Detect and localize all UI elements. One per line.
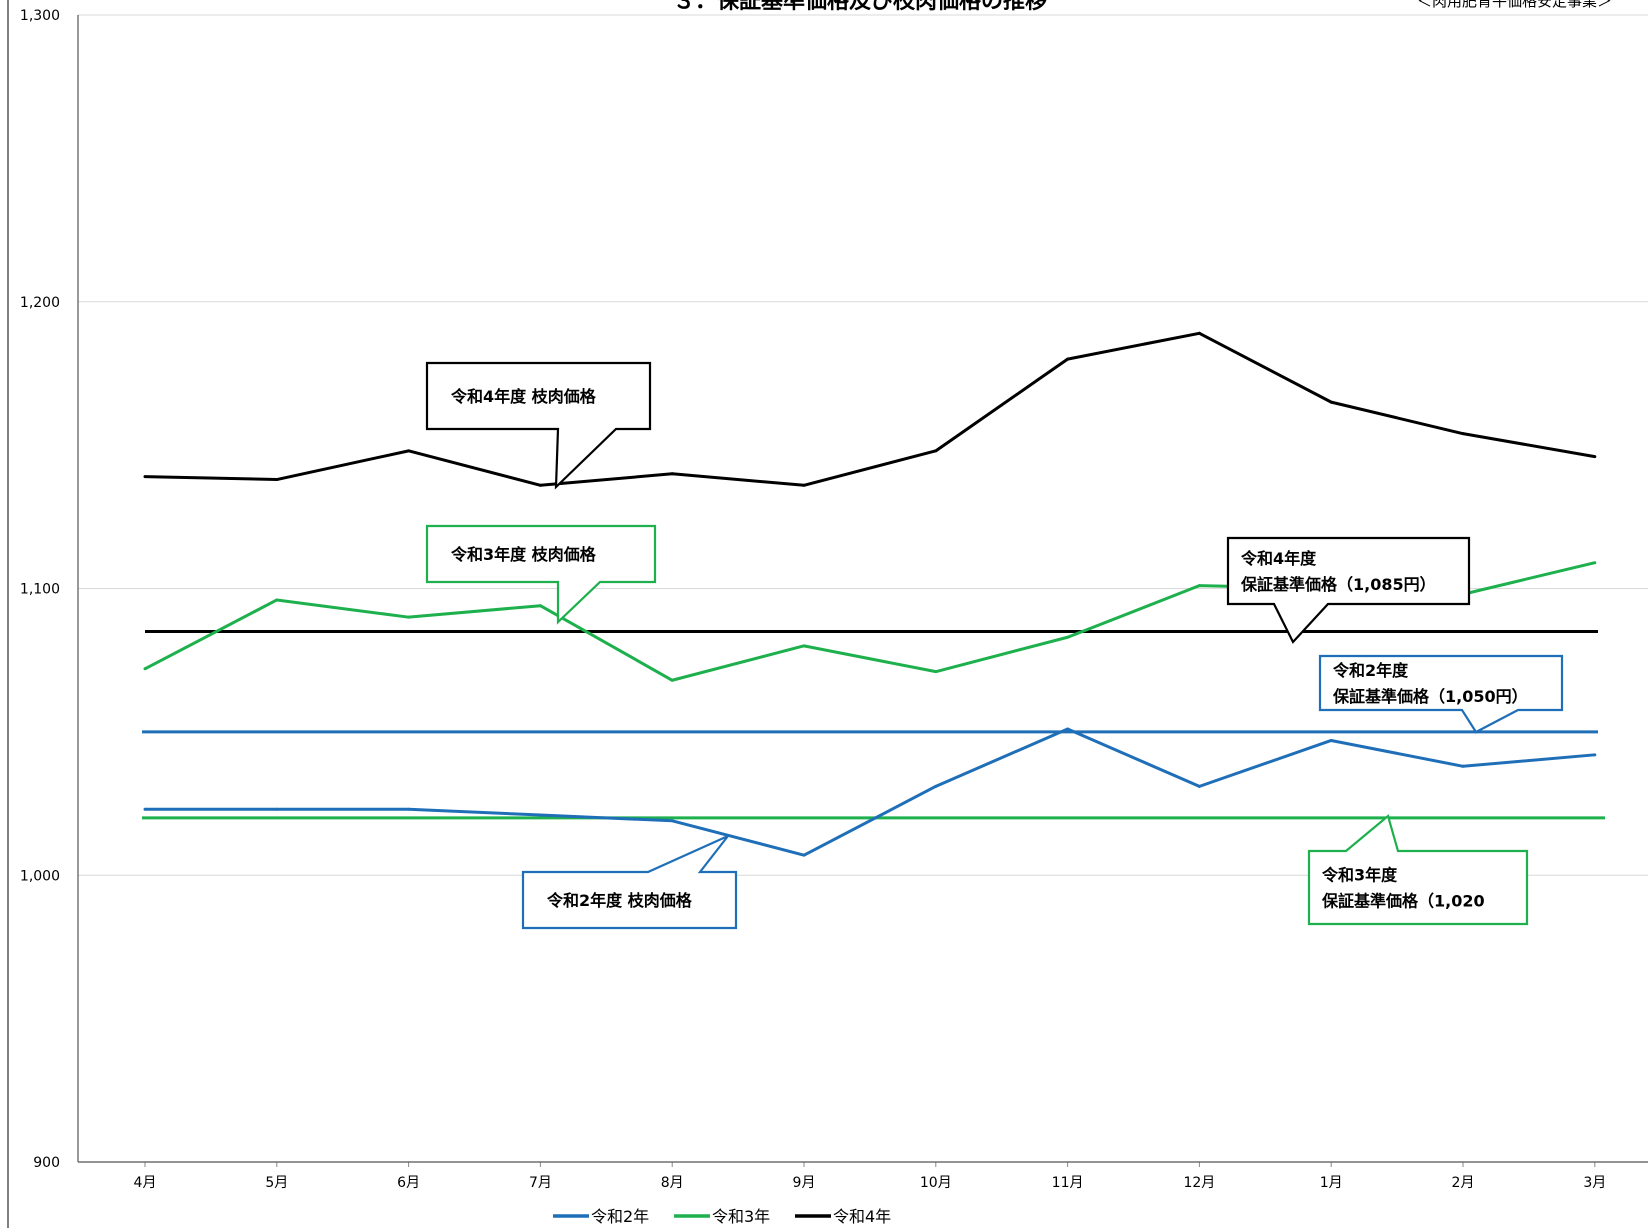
data-point [1329, 738, 1333, 742]
data-point [143, 475, 147, 479]
y-tick-label: 1,200 [20, 295, 60, 311]
data-point [1461, 432, 1465, 436]
series-line [144, 331, 1596, 487]
data-point [1066, 357, 1070, 361]
x-tick-label: 4月 [134, 1175, 157, 1191]
callout-text: 令和4年度 枝肉価格 [450, 387, 597, 406]
data-point [1461, 764, 1465, 768]
data-point [143, 667, 147, 671]
callout: 令和2年度 枝肉価格 [521, 834, 738, 930]
gridlines [78, 14, 1648, 876]
y-tick-label: 900 [33, 1155, 60, 1171]
callout-text: 保証基準価格（1,050円） [1332, 687, 1528, 706]
x-tick-label: 2月 [1452, 1175, 1475, 1191]
data-point [1329, 400, 1333, 404]
callout-text: 令和2年度 枝肉価格 [546, 891, 693, 910]
y-tick-label: 1,100 [20, 582, 60, 598]
legend-label: 令和2年 [591, 1207, 649, 1226]
data-point [407, 449, 411, 453]
data-point [1593, 561, 1597, 565]
data-point [802, 483, 806, 487]
data-point [1197, 784, 1201, 788]
callout-text: 保証基準価格（1,020 [1321, 892, 1485, 911]
x-tick-label: 10月 [920, 1175, 952, 1191]
legend-label: 令和4年 [833, 1207, 891, 1226]
data-point [275, 598, 279, 602]
title-group: ３．保証基準価格及び枝肉価格の推移 ＜肉用肥育牛価格安定事業＞ [673, 0, 1612, 14]
chart-subtitle: ＜肉用肥育牛価格安定事業＞ [1417, 0, 1612, 10]
data-point [1066, 635, 1070, 639]
callout-box [1307, 814, 1529, 926]
callout-box [1318, 654, 1564, 734]
x-tick-label: 5月 [265, 1175, 288, 1191]
data-point [143, 807, 147, 811]
callout-text: 令和3年度 枝肉価格 [450, 545, 597, 564]
x-tick-label: 3月 [1583, 1175, 1606, 1191]
callout-box [1226, 536, 1471, 644]
legend: 令和2年 令和3年 令和4年 [553, 1207, 891, 1226]
data-point [1066, 727, 1070, 731]
data-point [802, 644, 806, 648]
callout-text: 令和4年度 [1240, 549, 1317, 568]
callout-text: 令和3年度 [1321, 866, 1398, 885]
callout-box [521, 834, 738, 930]
data-point [1197, 584, 1201, 588]
x-tick-label: 12月 [1183, 1175, 1215, 1191]
x-tick-label: 9月 [793, 1175, 816, 1191]
data-point [1593, 455, 1597, 459]
legend-label: 令和3年 [712, 1207, 770, 1226]
x-tick-label: 11月 [1052, 1175, 1084, 1191]
data-point [407, 615, 411, 619]
axes [77, 15, 1648, 1163]
data-point [1197, 331, 1201, 335]
data-point [670, 678, 674, 682]
data-point [275, 478, 279, 482]
callout: 令和3年度 枝肉価格 [425, 524, 657, 625]
y-axis-ticks: 900 1,000 1,100 1,200 1,300 [20, 8, 60, 1171]
data-point [934, 449, 938, 453]
data-point [670, 472, 674, 476]
series-line [145, 727, 1595, 857]
chart-title: ３．保証基準価格及び枝肉価格の推移 [673, 0, 1047, 14]
callout-text: 令和2年度 [1332, 661, 1409, 680]
data-point [670, 819, 674, 823]
callout: 令和4年度 枝肉価格 [425, 361, 652, 490]
data-point [538, 604, 542, 608]
data-point [538, 483, 542, 487]
callout-box [425, 524, 657, 625]
y-tick-label: 1,300 [20, 8, 60, 24]
data-point [538, 813, 542, 817]
data-point [802, 853, 806, 857]
callout-box [425, 361, 652, 490]
y-tick-label: 1,000 [20, 868, 60, 884]
x-tick-label: 1月 [1320, 1175, 1343, 1191]
data-point [275, 807, 279, 811]
x-tick-label: 7月 [529, 1175, 552, 1191]
x-tick-label: 8月 [661, 1175, 684, 1191]
x-tick-label: 6月 [397, 1175, 420, 1191]
data-point [1593, 753, 1597, 757]
callout-text: 保証基準価格（1,085円） [1240, 575, 1436, 594]
data-point [407, 807, 411, 811]
data-point [934, 784, 938, 788]
data-point [934, 670, 938, 674]
x-axis-ticks: 4月 5月 6月 7月 8月 9月 10月 11月 12月 1月 2月 3月 [134, 1162, 1606, 1191]
